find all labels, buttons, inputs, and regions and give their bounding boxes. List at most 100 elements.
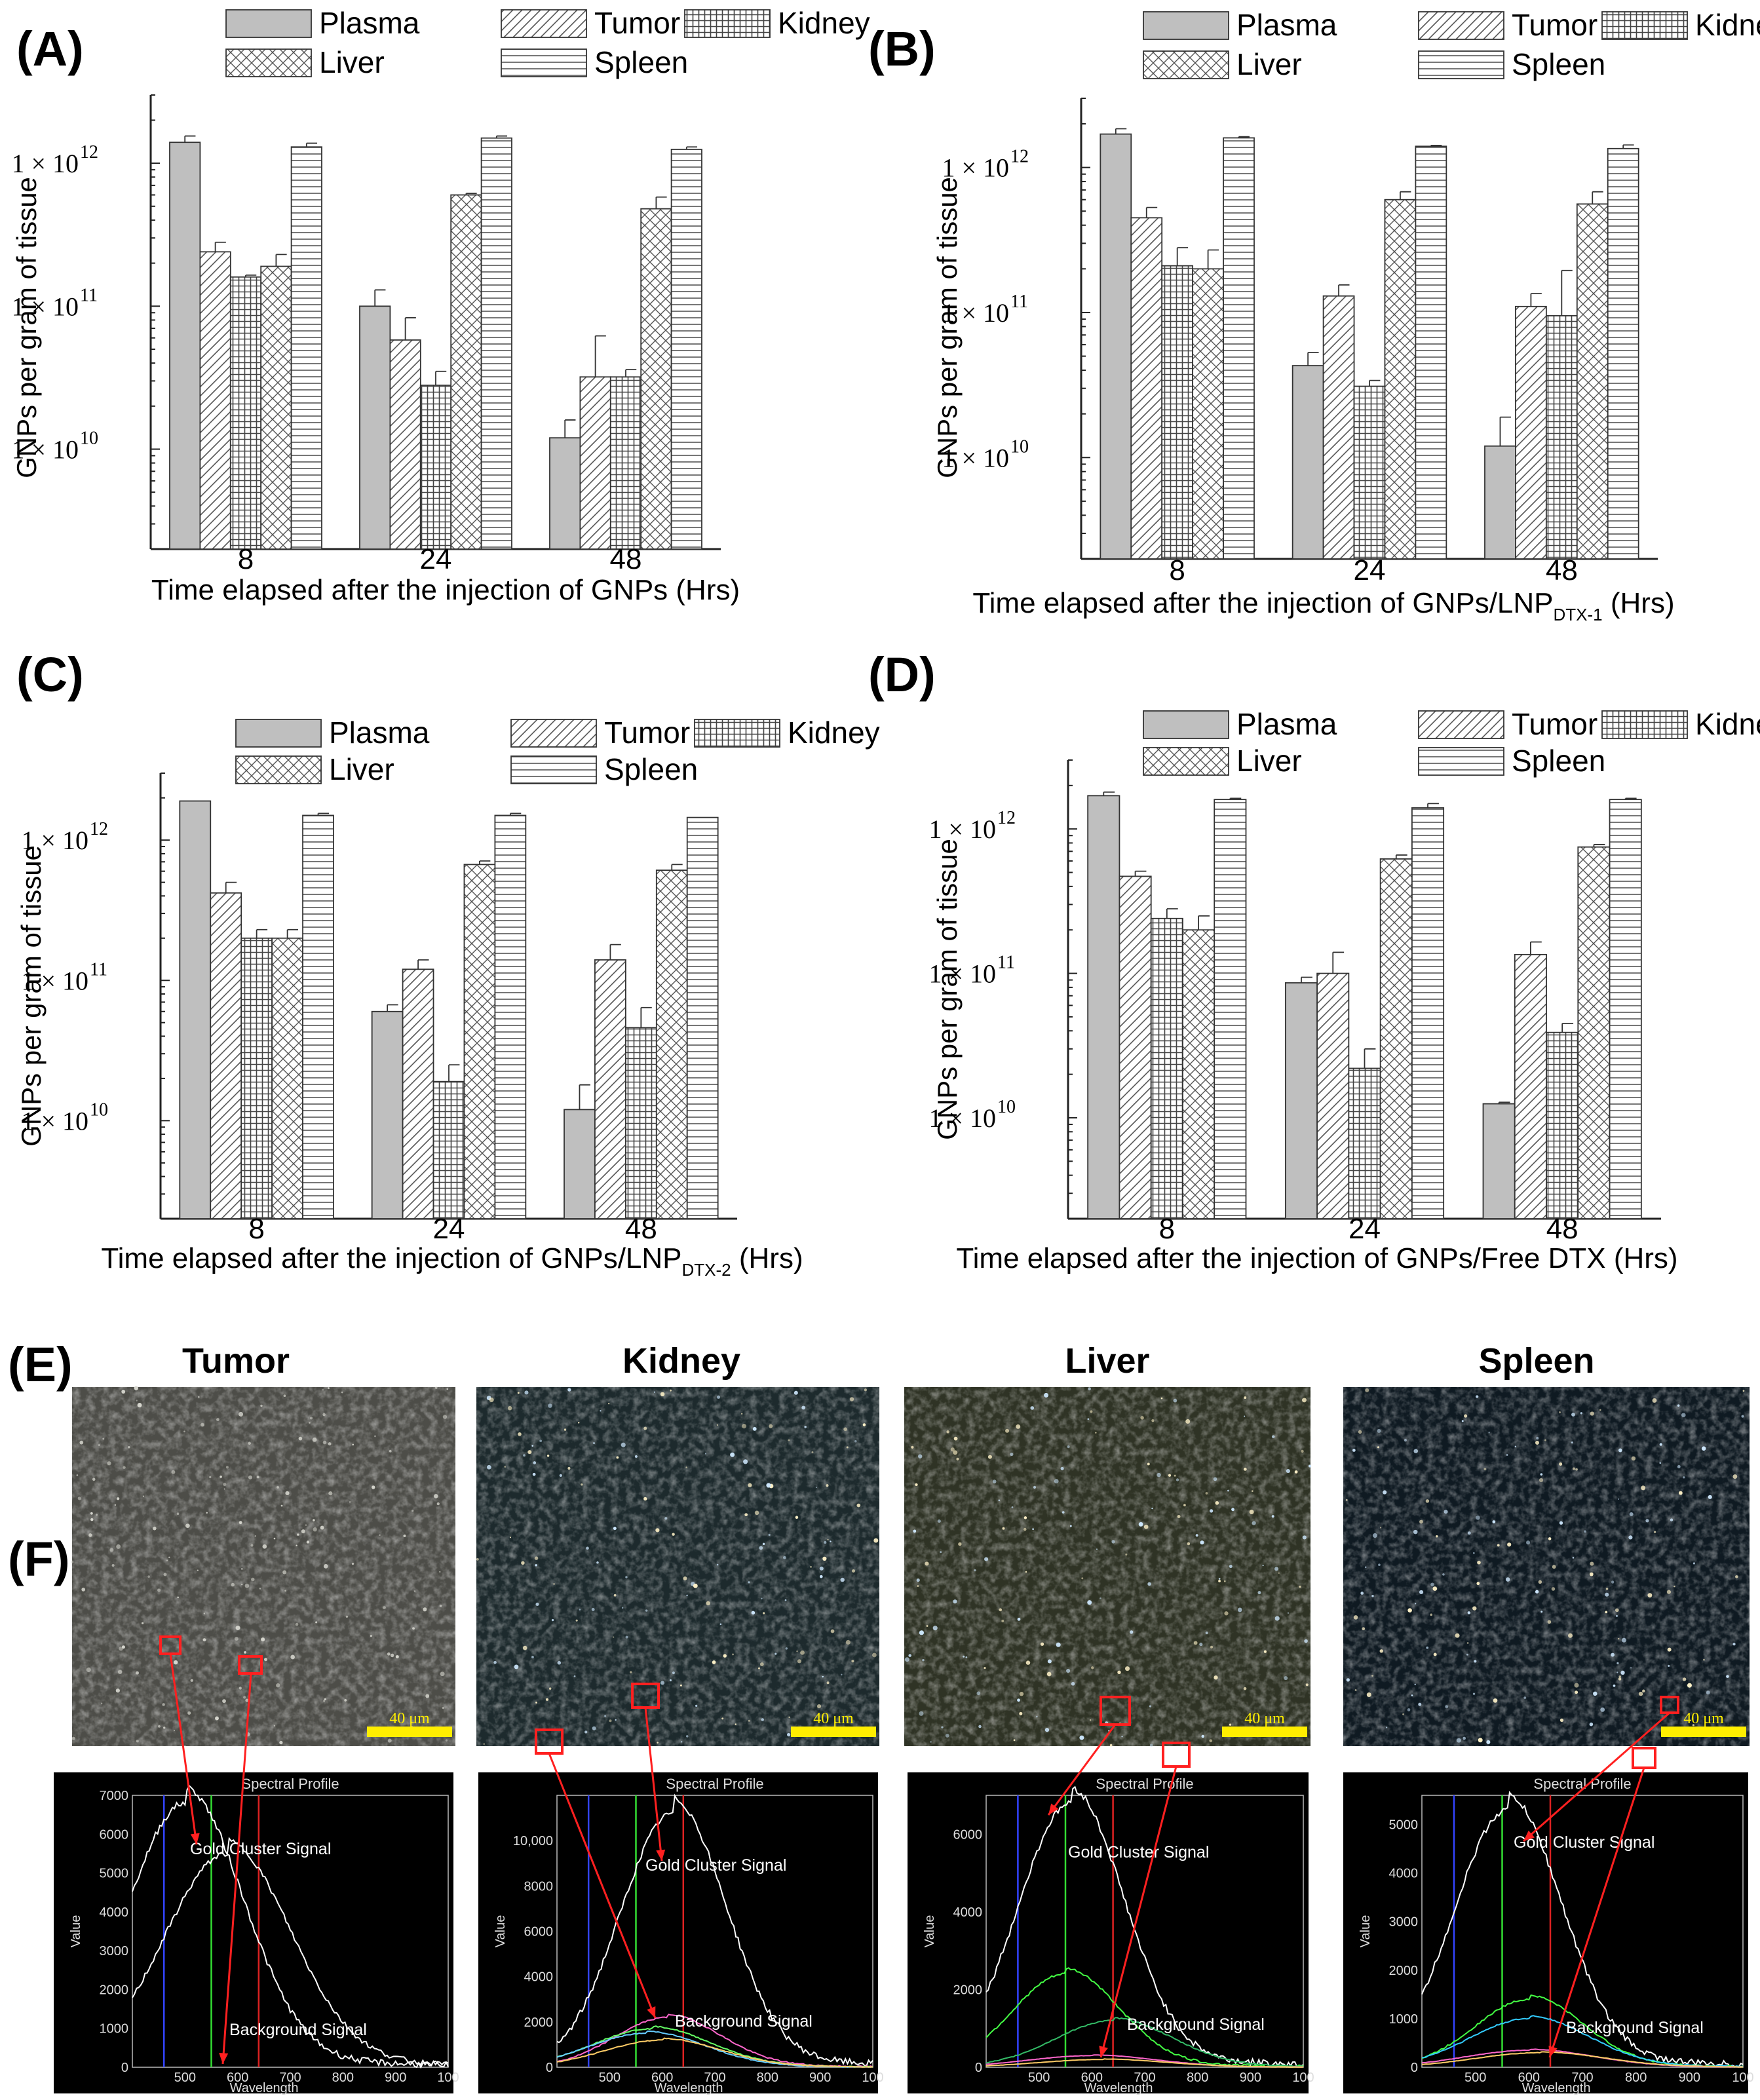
spectral-y-tick: 2000 (1389, 1964, 1419, 1978)
speckle (1572, 1467, 1575, 1470)
bar-spleen-24 (480, 137, 512, 550)
bar-tumor-24 (1316, 972, 1350, 1219)
speckle (963, 1655, 965, 1658)
speckle (567, 1466, 571, 1470)
speckle (79, 1440, 84, 1445)
spectral-y-tick: 5000 (1389, 1818, 1419, 1832)
speckle (250, 1544, 254, 1547)
x-axis-label-end: (Hrs) (1603, 587, 1675, 619)
bar-tumor-48 (1514, 953, 1547, 1219)
bar-liver-24 (1384, 199, 1417, 560)
speckle (1252, 1490, 1253, 1492)
speckle (1613, 1684, 1616, 1687)
y-tick-label: 1 × 10 10 (11, 428, 98, 464)
roi-marker (1162, 1742, 1191, 1768)
speckle (1111, 1540, 1115, 1544)
speckle (796, 1651, 798, 1652)
speckle (1025, 1571, 1027, 1573)
speckle (1467, 1611, 1471, 1614)
legend-swatch (1418, 50, 1504, 79)
speckle (1486, 1740, 1491, 1744)
speckle (1678, 1491, 1683, 1495)
spectral-y-label: Value (69, 1915, 83, 1948)
speckle (1630, 1667, 1632, 1669)
speckle (546, 1455, 550, 1457)
legend-entry-tumor: Tumor (1418, 8, 1597, 42)
speckle (1629, 1512, 1634, 1516)
speckle (716, 1395, 721, 1399)
legend-swatch (1418, 710, 1504, 739)
speckle (114, 1504, 117, 1506)
speckle (716, 1563, 719, 1566)
speckle (117, 1497, 120, 1500)
legend-swatch (1143, 50, 1229, 79)
speckle (290, 1654, 296, 1660)
speckle (1445, 1705, 1449, 1709)
speckle (1271, 1515, 1274, 1518)
speckle (187, 1711, 191, 1715)
speckle (846, 1446, 849, 1449)
bar-liver-48 (1576, 203, 1609, 560)
spectral-x-tick: 100 (437, 2071, 459, 2085)
scale-bar (1661, 1727, 1746, 1737)
speckle (1183, 1504, 1186, 1506)
speckle (670, 1389, 672, 1392)
speckle (1668, 1664, 1670, 1667)
scale-bar-label: 40 μm (813, 1710, 854, 1727)
speckle (1426, 1646, 1429, 1649)
speckle (1559, 1411, 1561, 1413)
speckle (201, 1422, 204, 1427)
spectral-x-label: Wavelength (230, 2081, 299, 2095)
legend-swatch (684, 9, 771, 38)
speckle (509, 1537, 512, 1538)
speckle (244, 1583, 250, 1588)
spectral-curve (985, 2017, 1304, 2068)
y-tick-mantissa: 1 × 10 (21, 966, 88, 995)
speckle (1571, 1412, 1575, 1417)
speckle (322, 1413, 326, 1417)
legend-entry-tumor: Tumor (501, 6, 680, 40)
connector-arrow (221, 1673, 252, 2065)
y-tick-mantissa: 1 × 10 (11, 434, 79, 464)
speckle (262, 1544, 267, 1549)
speckle (908, 1654, 911, 1657)
speckle (115, 1689, 120, 1693)
speckle (1117, 1670, 1121, 1675)
y-axis-label: GNPs per gram of tissue (16, 845, 47, 1147)
speckle (999, 1608, 1003, 1612)
bar-liver-48 (655, 869, 688, 1219)
spectral-y-tick: 10,000 (513, 1834, 553, 1848)
speckle (514, 1664, 519, 1670)
speckle (157, 1588, 161, 1592)
speckle (1032, 1528, 1034, 1530)
spectral-x-label: Wavelength (1084, 2081, 1153, 2095)
speckle (322, 1389, 324, 1391)
speckle (797, 1659, 802, 1664)
speckle (261, 1637, 265, 1642)
speckle (277, 1486, 279, 1489)
speckle (1017, 1698, 1020, 1702)
background-signal-label: Background Signal (229, 2021, 367, 2039)
y-tick-mantissa: 1 × 10 (942, 298, 1009, 328)
speckle (1302, 1535, 1307, 1540)
speckle (313, 1519, 315, 1521)
speckle (1476, 1516, 1480, 1520)
speckle (693, 1583, 698, 1588)
legend-label: Liver (1236, 47, 1302, 81)
spectral-y-label: Value (1358, 1915, 1373, 1948)
speckle (1284, 1676, 1288, 1681)
speckle (915, 1483, 918, 1487)
spectral-x-tick: 600 (1081, 2071, 1103, 2085)
speckle (504, 1466, 507, 1468)
speckle (517, 1392, 520, 1394)
speckle (1605, 1592, 1609, 1597)
speckle (763, 1612, 765, 1614)
speckle (819, 1566, 824, 1571)
speckle (1160, 1397, 1163, 1400)
spectral-x-tick: 500 (1028, 2071, 1050, 2085)
speckle (615, 1719, 617, 1721)
speckle (1659, 1462, 1661, 1464)
speckle (223, 1488, 225, 1490)
